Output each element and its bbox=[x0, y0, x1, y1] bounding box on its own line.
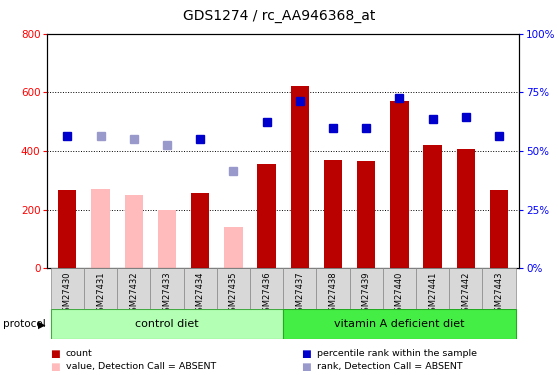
Text: GSM27434: GSM27434 bbox=[196, 272, 205, 317]
Text: vitamin A deficient diet: vitamin A deficient diet bbox=[334, 320, 465, 329]
Bar bbox=[184, 268, 217, 309]
Bar bbox=[350, 268, 383, 309]
Bar bbox=[51, 309, 283, 339]
Text: percentile rank within the sample: percentile rank within the sample bbox=[317, 349, 477, 358]
Text: protocol: protocol bbox=[3, 320, 46, 329]
Bar bbox=[117, 268, 150, 309]
Bar bbox=[291, 87, 309, 268]
Bar bbox=[390, 101, 408, 268]
Text: GSM27442: GSM27442 bbox=[461, 272, 470, 317]
Bar bbox=[217, 268, 250, 309]
Text: ■: ■ bbox=[301, 349, 311, 358]
Text: GSM27430: GSM27430 bbox=[63, 272, 72, 317]
Bar bbox=[357, 161, 376, 268]
Text: ■: ■ bbox=[50, 362, 60, 372]
Bar bbox=[51, 268, 84, 309]
Bar bbox=[324, 160, 342, 268]
Bar bbox=[250, 268, 283, 309]
Text: GSM27432: GSM27432 bbox=[129, 272, 138, 317]
Bar bbox=[92, 189, 110, 268]
Text: ■: ■ bbox=[301, 362, 311, 372]
Text: ■: ■ bbox=[50, 349, 60, 358]
Bar bbox=[124, 195, 143, 268]
Text: control diet: control diet bbox=[135, 320, 199, 329]
Text: GSM27433: GSM27433 bbox=[162, 272, 171, 317]
Text: GSM27441: GSM27441 bbox=[428, 272, 437, 317]
Bar bbox=[383, 268, 416, 309]
Bar bbox=[416, 268, 449, 309]
Text: rank, Detection Call = ABSENT: rank, Detection Call = ABSENT bbox=[317, 362, 463, 371]
Text: GSM27438: GSM27438 bbox=[329, 272, 338, 317]
Bar bbox=[490, 190, 508, 268]
Bar bbox=[58, 190, 76, 268]
Bar bbox=[283, 268, 316, 309]
Text: GSM27440: GSM27440 bbox=[395, 272, 404, 317]
Bar bbox=[316, 268, 350, 309]
Text: GSM27437: GSM27437 bbox=[295, 272, 304, 317]
Text: GSM27439: GSM27439 bbox=[362, 272, 371, 317]
Bar bbox=[150, 268, 184, 309]
Bar bbox=[483, 268, 516, 309]
Text: GSM27431: GSM27431 bbox=[96, 272, 105, 317]
Bar bbox=[158, 210, 176, 268]
Text: GDS1274 / rc_AA946368_at: GDS1274 / rc_AA946368_at bbox=[183, 9, 375, 23]
Bar bbox=[84, 268, 117, 309]
Text: ▶: ▶ bbox=[38, 320, 46, 329]
Text: count: count bbox=[66, 349, 93, 358]
Text: value, Detection Call = ABSENT: value, Detection Call = ABSENT bbox=[66, 362, 216, 371]
Bar bbox=[283, 309, 516, 339]
Bar bbox=[224, 227, 243, 268]
Bar bbox=[424, 145, 442, 268]
Bar bbox=[449, 268, 483, 309]
Text: GSM27435: GSM27435 bbox=[229, 272, 238, 317]
Text: GSM27443: GSM27443 bbox=[494, 272, 503, 317]
Bar bbox=[191, 194, 209, 268]
Text: GSM27436: GSM27436 bbox=[262, 272, 271, 317]
Bar bbox=[456, 150, 475, 268]
Bar bbox=[257, 164, 276, 268]
